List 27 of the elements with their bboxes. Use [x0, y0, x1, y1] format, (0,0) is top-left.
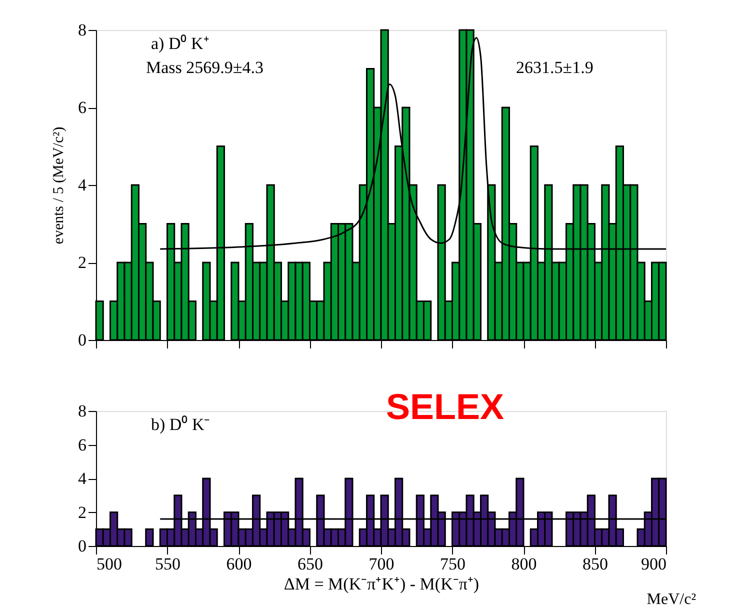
- y-axis-title: events / 5 (MeV/c²): [51, 126, 67, 244]
- x-tick-label: 700: [368, 554, 394, 574]
- y-tick-label: 6: [78, 98, 86, 117]
- y-tick-label: 8: [78, 20, 86, 40]
- x-tick-label: 600: [226, 554, 252, 574]
- y-tick-label: 2: [78, 253, 86, 272]
- y-tick-label: 2: [78, 502, 86, 522]
- text: MeV/c²: [646, 591, 696, 608]
- x-axis-title: ΔM = M(K⁻π⁺K⁺) - M(K⁻π⁺): [284, 574, 480, 594]
- x-tick-label: 550: [155, 554, 180, 574]
- y-tick-label: 0: [78, 330, 86, 350]
- x-tick-label: 750: [440, 554, 466, 574]
- y-tick-label: 6: [78, 435, 86, 454]
- x-tick-label: 800: [511, 554, 537, 574]
- y-tick-label: 0: [78, 536, 86, 556]
- annotation: 2631.5±1.9: [516, 58, 594, 77]
- x-tick-label: 850: [582, 554, 608, 574]
- annotation: SELEX: [386, 386, 504, 427]
- x-tick-label: 900: [641, 554, 666, 574]
- y-tick-label: 4: [78, 469, 87, 488]
- annotation: Mass 2569.9±4.3: [146, 58, 264, 77]
- chart-title: b) D⁰ K⁻: [151, 415, 210, 434]
- chart-title: a) D⁰ K⁺: [151, 34, 210, 53]
- x-tick-label: 500: [96, 554, 122, 574]
- y-tick-label: 4: [78, 176, 87, 194]
- x-tick-label: 650: [298, 554, 323, 574]
- y-tick-label: 8: [78, 402, 86, 420]
